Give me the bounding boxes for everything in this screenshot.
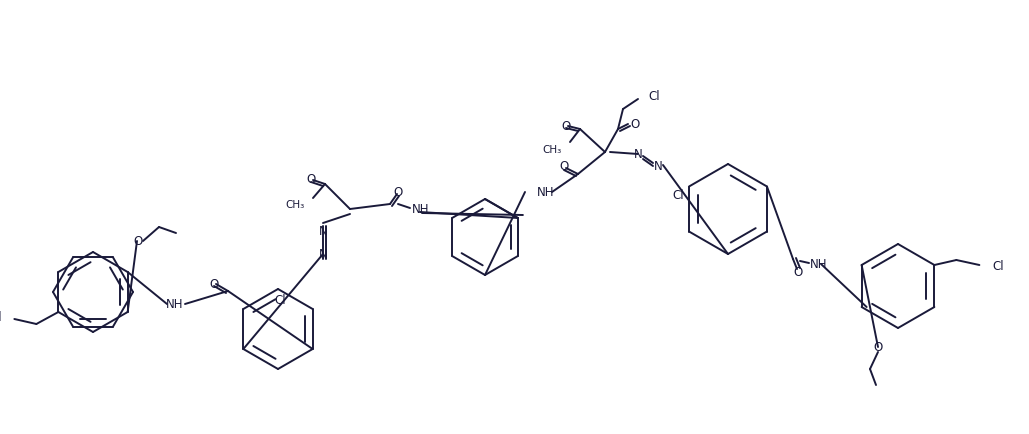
Text: O: O xyxy=(134,235,143,248)
Text: Cl: Cl xyxy=(0,311,2,324)
Text: CH₃: CH₃ xyxy=(542,145,562,155)
Text: Cl: Cl xyxy=(648,90,660,103)
Text: N: N xyxy=(653,159,663,172)
Text: Cl: Cl xyxy=(992,259,1004,272)
Text: NH: NH xyxy=(810,257,827,270)
Text: NH: NH xyxy=(167,298,184,311)
Text: O: O xyxy=(793,266,803,279)
Text: NH: NH xyxy=(537,186,555,199)
Text: O: O xyxy=(560,160,569,173)
Text: Cl: Cl xyxy=(672,188,684,201)
Text: N: N xyxy=(319,248,327,261)
Text: N: N xyxy=(319,225,327,238)
Text: O: O xyxy=(874,341,883,354)
Text: O: O xyxy=(562,119,571,132)
Text: O: O xyxy=(307,173,316,186)
Text: NH: NH xyxy=(412,203,429,216)
Text: N: N xyxy=(634,148,642,161)
Text: Cl: Cl xyxy=(274,293,286,306)
Text: CH₃: CH₃ xyxy=(286,200,305,210)
Text: O: O xyxy=(393,186,402,199)
Text: O: O xyxy=(630,117,639,130)
Text: O: O xyxy=(209,277,218,290)
